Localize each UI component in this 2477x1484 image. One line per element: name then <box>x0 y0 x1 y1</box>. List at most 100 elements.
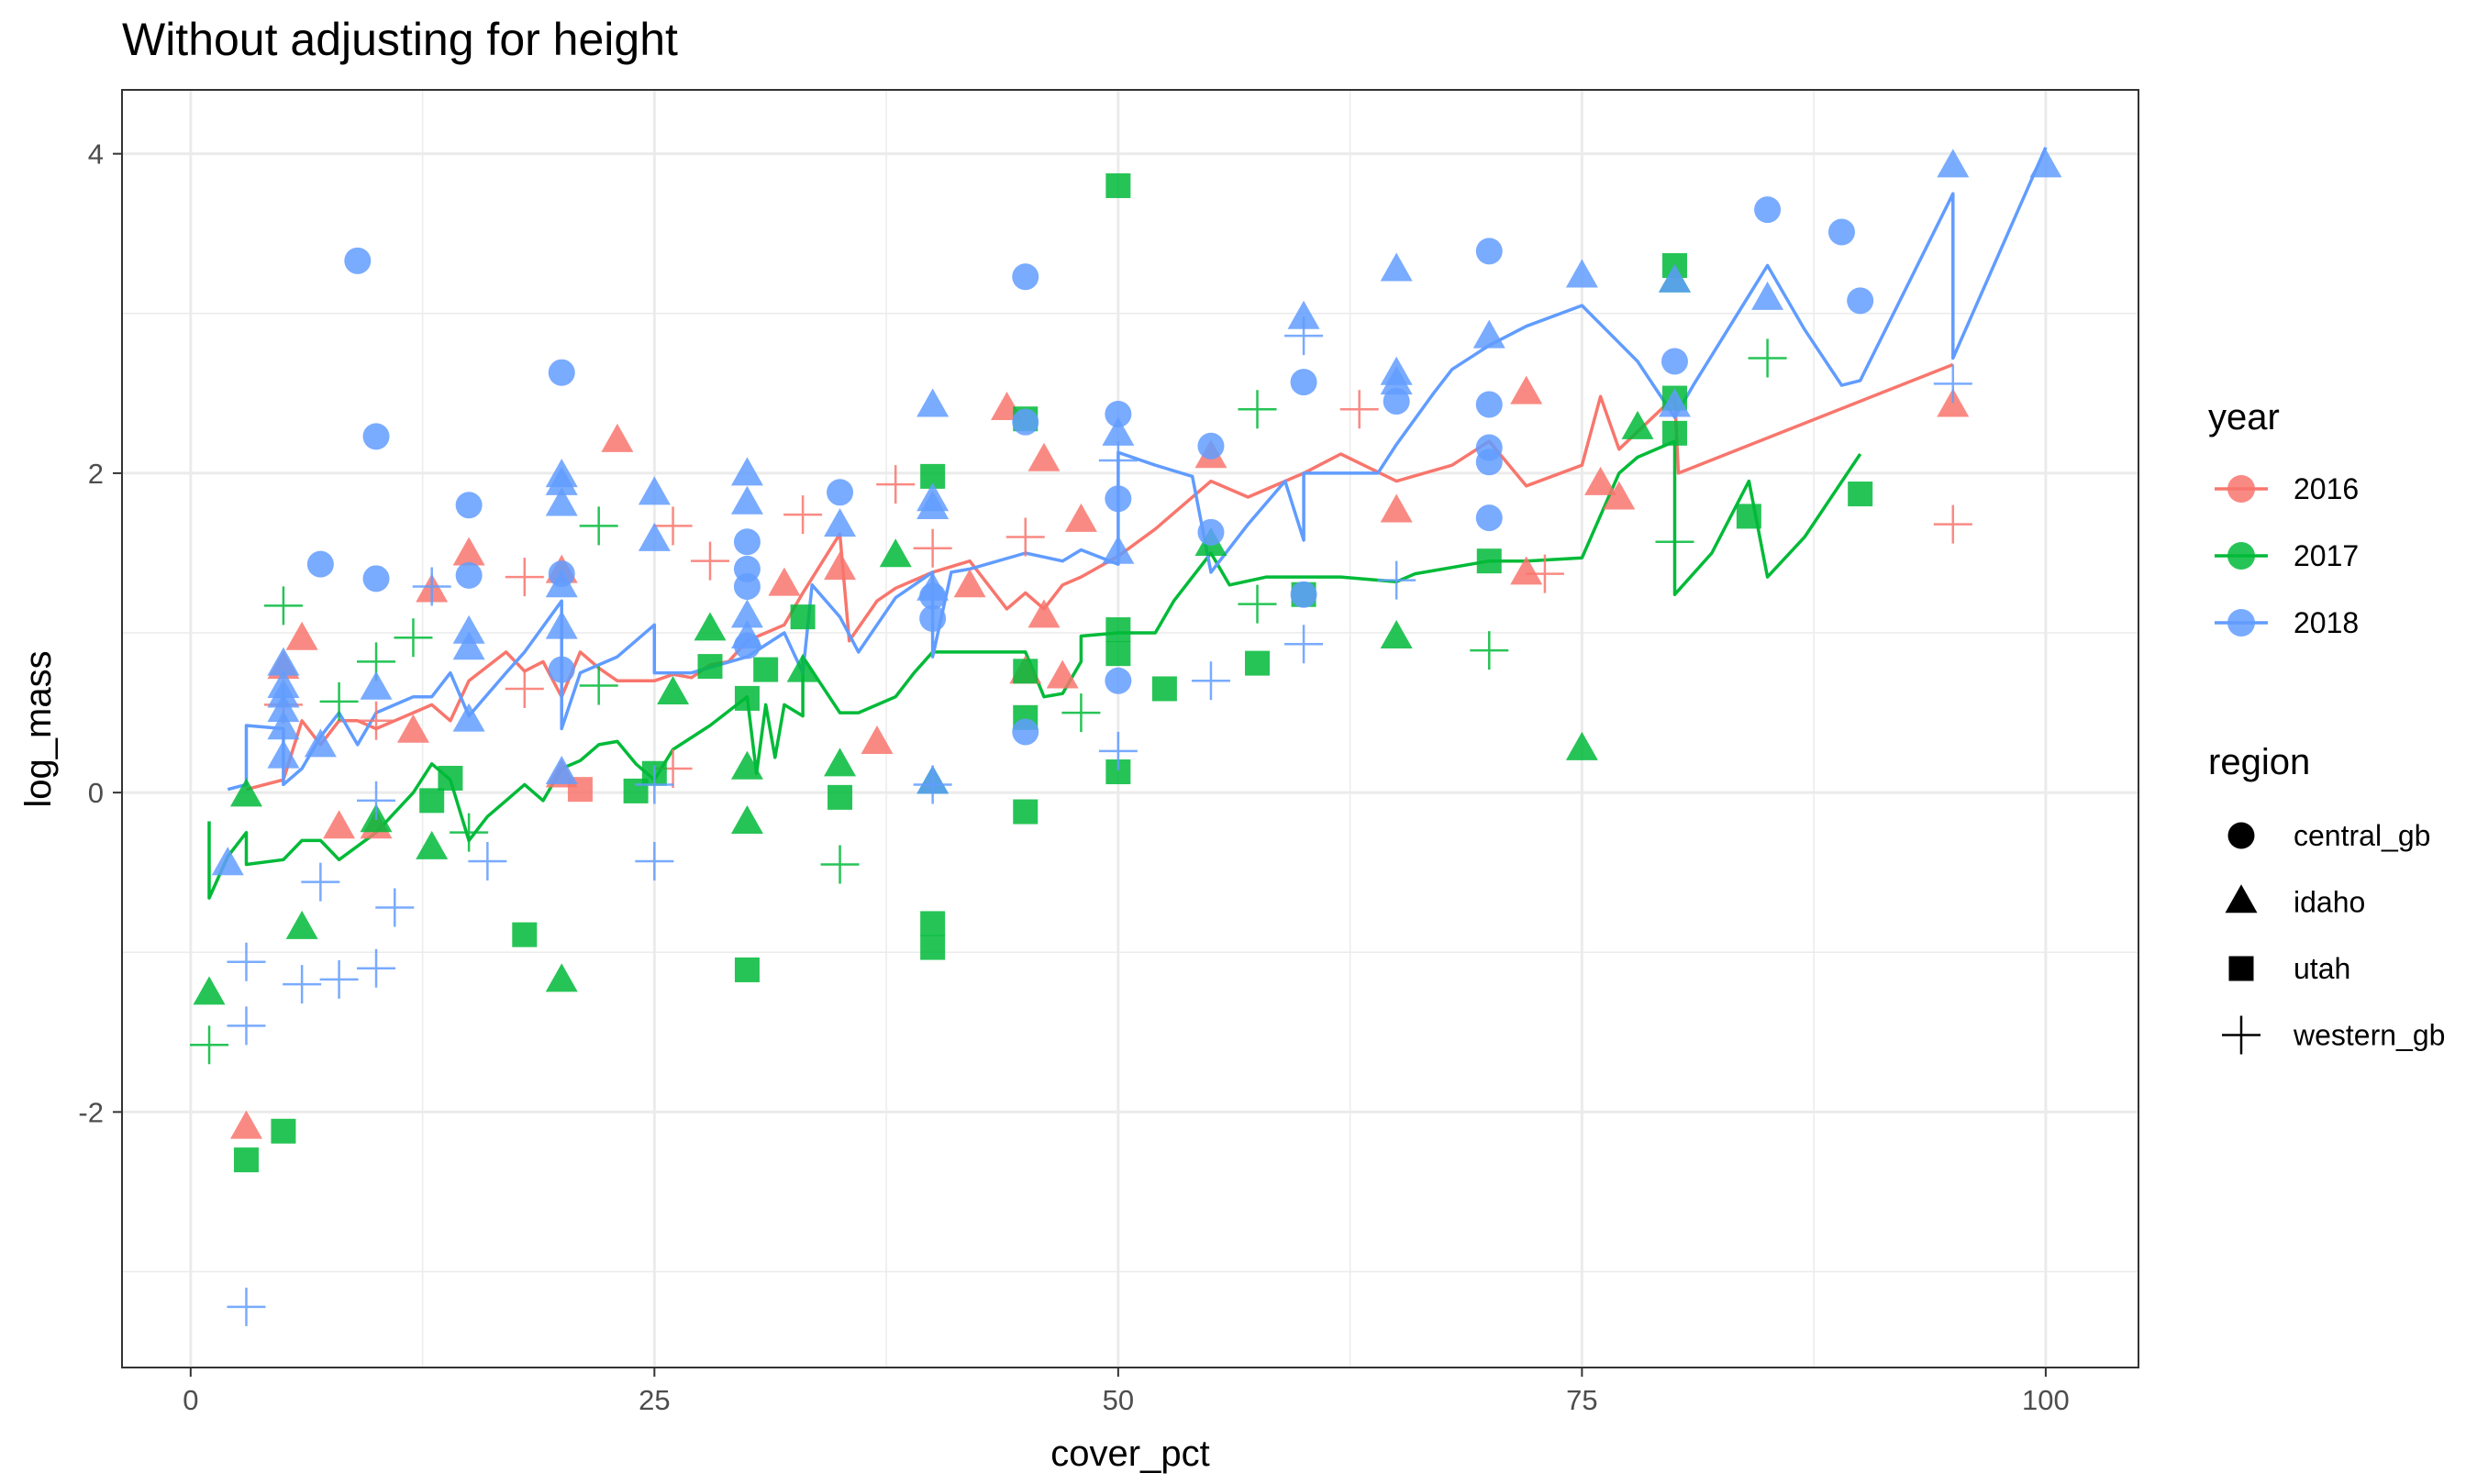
data-point-2018-central_gb <box>1827 218 1855 246</box>
color-legend-label: 2017 <box>2294 539 2359 572</box>
data-point-2018-idaho <box>1472 319 1505 349</box>
data-point-2017-idaho <box>285 910 318 939</box>
major-gridlines <box>122 90 2138 1368</box>
data-point-2018-central_gb <box>1197 432 1225 460</box>
data-point-2017-western_gb <box>1470 631 1509 670</box>
chart-title: Without adjusting for height <box>122 14 678 65</box>
data-point-2017-idaho <box>657 675 690 704</box>
data-point-2017-idaho <box>1380 620 1413 649</box>
data-point-2018-idaho <box>1102 416 1135 446</box>
data-point-2017-western_gb <box>1748 338 1787 378</box>
minor-gridlines <box>122 90 2138 1368</box>
data-point-2018-western_gb <box>1933 364 1972 404</box>
data-point-2017-utah <box>419 788 445 814</box>
data-point-2018-central_gb <box>1012 408 1039 436</box>
data-point-2018-idaho <box>360 670 393 700</box>
shape-legend-item-western_gb: western_gb <box>2222 1015 2445 1055</box>
data-point-2017-idaho <box>1621 410 1654 439</box>
data-point-2017-utah <box>1476 548 1502 574</box>
data-point-2017-utah <box>512 922 538 947</box>
data-point-2018-central_gb <box>1475 449 1503 476</box>
data-point-2018-central_gb <box>1290 581 1317 608</box>
data-point-2017-western_gb <box>263 586 303 626</box>
shape-legend-label: central_gb <box>2294 819 2430 852</box>
shape-legend-item-idaho: idaho <box>2225 884 2365 919</box>
data-point-2017-western_gb <box>1655 522 1694 561</box>
data-point-2018-idaho <box>916 490 950 519</box>
data-point-2017-utah <box>1105 172 1131 198</box>
data-point-2018-idaho <box>1751 281 1784 310</box>
data-point-2017-idaho <box>824 748 857 777</box>
data-point-2018-idaho <box>545 487 578 516</box>
data-point-2017-utah <box>1245 650 1271 676</box>
data-point-2018-idaho <box>916 388 950 417</box>
data-point-2018-western_gb <box>301 862 340 902</box>
data-point-2017-western_gb <box>579 506 618 546</box>
data-point-2017-utah <box>734 957 760 982</box>
data-point-2018-central_gb <box>306 550 334 578</box>
data-point-2017-utah <box>271 1118 296 1144</box>
y-tick-label: 2 <box>88 458 104 490</box>
data-point-2018-central_gb <box>344 247 372 274</box>
data-point-2017-idaho <box>730 750 763 780</box>
x-tick-label: 50 <box>1103 1384 1134 1416</box>
data-point-2018-idaho <box>730 620 763 649</box>
data-point-2016-idaho <box>1510 556 1543 585</box>
data-point-2018-idaho <box>1380 252 1413 282</box>
data-point-2018-idaho <box>452 703 485 732</box>
data-point-2018-idaho <box>1565 259 1598 288</box>
data-point-2017-utah <box>1848 482 1873 507</box>
data-point-2018-central_gb <box>1847 287 1874 315</box>
data-point-2018-idaho <box>916 571 950 601</box>
legend-key-square <box>2228 956 2254 981</box>
data-point-2018-western_gb <box>1284 316 1324 356</box>
data-point-2016-western_gb <box>690 541 729 581</box>
data-point-2018-central_gb <box>1105 485 1132 513</box>
data-point-2016-western_gb <box>1933 504 1972 544</box>
data-point-2018-western_gb <box>319 959 359 999</box>
x-tick-label: 75 <box>1566 1384 1597 1416</box>
data-point-2017-western_gb <box>190 1025 229 1065</box>
data-point-2016-idaho <box>1510 375 1543 404</box>
data-point-2018-central_gb <box>455 561 483 589</box>
data-point-2017-utah <box>734 685 760 711</box>
shape-legend-label: utah <box>2294 952 2350 985</box>
data-point-2018-western_gb <box>227 942 266 981</box>
data-point-2018-idaho <box>730 457 763 486</box>
data-point-2017-utah <box>1151 676 1177 702</box>
data-point-2016-western_gb <box>913 528 952 568</box>
data-point-2016-idaho <box>1380 493 1413 523</box>
data-point-2018-idaho <box>452 631 485 660</box>
data-point-2017-western_gb <box>1238 584 1277 624</box>
data-point-2018-western_gb <box>227 1287 266 1326</box>
data-point-2016-western_gb <box>357 701 396 740</box>
data-point-2018-central_gb <box>455 492 483 519</box>
y-axis-title: log_mass <box>18 650 59 807</box>
color-legend-item-2016: 2016 <box>2215 472 2359 505</box>
legend-key-plus <box>2222 1015 2260 1055</box>
data-point-2016-western_gb <box>1005 517 1045 557</box>
data-point-2018-central_gb <box>1383 388 1410 415</box>
data-point-2018-western_gb <box>1191 661 1230 701</box>
x-tick-label: 100 <box>2022 1384 2070 1416</box>
data-point-2018-central_gb <box>827 479 854 506</box>
trend-line-2016 <box>246 362 1954 792</box>
data-point-2018-central_gb <box>362 565 390 592</box>
y-tick-label: -2 <box>78 1096 104 1128</box>
shape-legend-label: western_gb <box>2293 1019 2445 1052</box>
data-point-2017-western_gb <box>450 813 489 852</box>
data-point-2018-idaho <box>1658 263 1691 293</box>
shape-legend-item-central_gb: central_gb <box>2227 819 2430 852</box>
data-point-2016-idaho <box>861 725 894 754</box>
data-point-2018-idaho <box>730 599 763 628</box>
data-point-2018-idaho <box>545 610 578 639</box>
data-point-2016-idaho <box>323 810 356 839</box>
x-tick-label: 25 <box>639 1384 670 1416</box>
data-point-2017-utah <box>233 1147 259 1173</box>
data-point-2018-western_gb <box>913 765 952 804</box>
data-point-2016-idaho <box>285 621 318 650</box>
color-legend-title: year <box>2208 397 2280 437</box>
data-point-2018-idaho <box>267 647 300 676</box>
data-point-2016-western_gb <box>653 506 693 546</box>
